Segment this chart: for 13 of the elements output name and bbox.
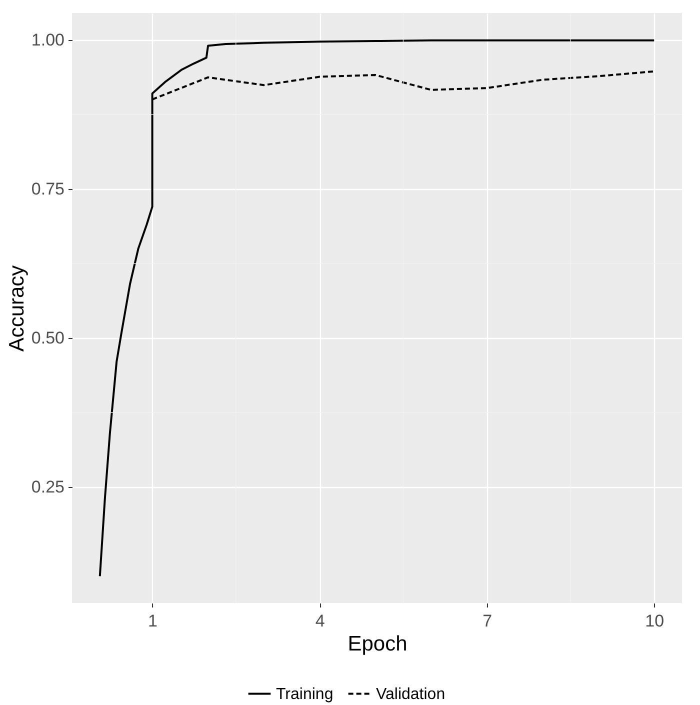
y-axis-title: Accuracy — [5, 264, 28, 352]
y-tick-label: 0.25 — [31, 477, 64, 496]
legend-label: Validation — [376, 686, 446, 703]
x-tick-label: 10 — [645, 612, 664, 630]
legend-label: Training — [276, 686, 334, 703]
x-axis-title: Epoch — [348, 632, 408, 656]
x-tick-label: 7 — [482, 612, 492, 630]
y-tick-label: 0.50 — [31, 328, 64, 348]
line-series — [98, 39, 656, 578]
x-tick-label: 4 — [315, 612, 325, 630]
x-tick-label: 1 — [148, 612, 158, 630]
y-tick-label: 0.75 — [31, 179, 64, 198]
y-tick-label: 1.00 — [31, 30, 64, 50]
